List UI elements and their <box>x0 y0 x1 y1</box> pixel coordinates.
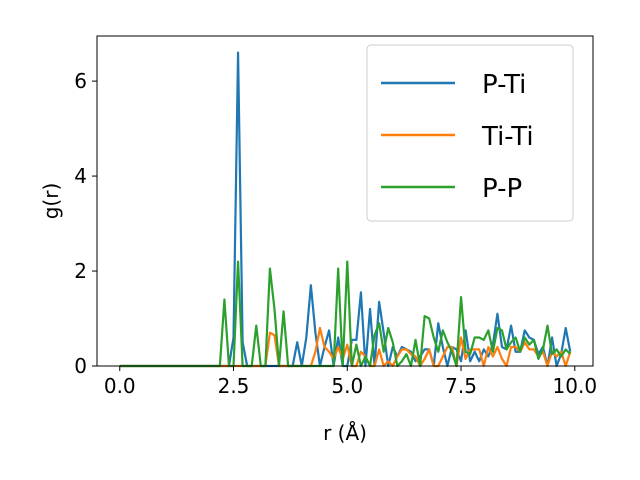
x-tick-label: 7.5 <box>445 374 477 398</box>
y-tick-label: 0 <box>74 354 87 378</box>
x-tick-label: 2.5 <box>218 374 250 398</box>
x-tick-label: 10.0 <box>553 374 598 398</box>
x-axis: 0.0 2.5 5.0 7.5 10.0 <box>104 366 597 398</box>
y-tick-label: 2 <box>74 259 87 283</box>
x-axis-label: r (Å) <box>323 421 367 445</box>
x-tick-label: 0.0 <box>104 374 136 398</box>
legend-label: P-P <box>482 174 522 204</box>
legend: P-Ti Ti-Ti P-P <box>366 44 574 222</box>
y-axis-label: g(r) <box>39 183 63 220</box>
series-line-p-p <box>119 260 572 368</box>
y-tick-label: 4 <box>74 164 87 188</box>
y-axis: 0 2 4 6 <box>74 69 97 378</box>
legend-label: P-Ti <box>482 70 526 100</box>
legend-box <box>366 44 574 222</box>
legend-label: Ti-Ti <box>481 122 534 152</box>
y-tick-label: 6 <box>74 69 87 93</box>
x-tick-label: 5.0 <box>331 374 363 398</box>
plot-area-frame <box>96 35 594 367</box>
